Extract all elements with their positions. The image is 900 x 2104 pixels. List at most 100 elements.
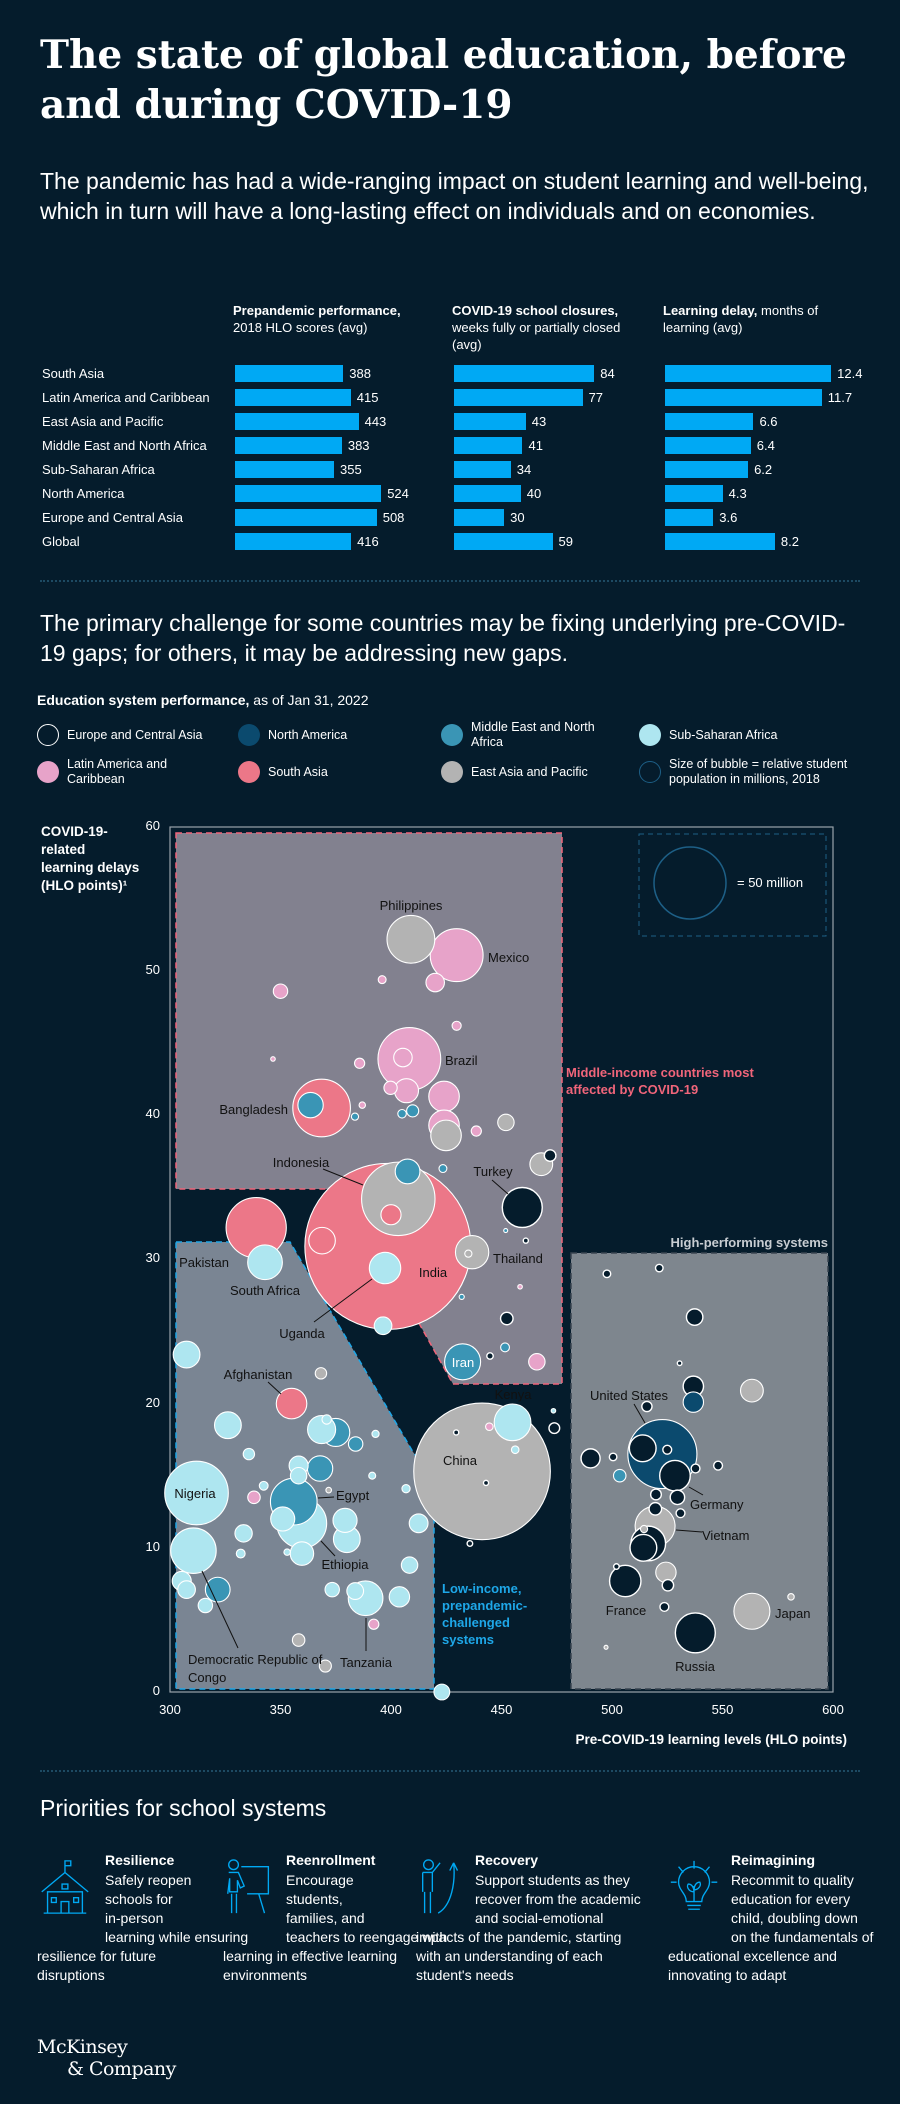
bubble (297, 1091, 324, 1119)
column-header-bold: Learning delay, (663, 303, 758, 318)
legend-label: Europe and Central Asia (67, 727, 203, 742)
legend-swatch-icon (37, 761, 59, 783)
legend-label: Latin America and Caribbean (67, 757, 168, 786)
bubble (639, 1524, 649, 1534)
bubble (377, 975, 387, 985)
priority-text-line: recover from the academic (475, 1891, 641, 1907)
bubble (433, 1683, 451, 1701)
bar (454, 461, 511, 478)
bubble (485, 1422, 494, 1431)
legend-swatch-icon (639, 761, 661, 783)
x-tick-label: 500 (601, 1702, 623, 1717)
bubble (603, 1644, 609, 1650)
leader-line (267, 1381, 282, 1395)
priority-text-line: educational excellence and (668, 1948, 837, 1964)
bubble (499, 1311, 514, 1326)
column-header-rest: 2018 HLO scores (avg) (233, 320, 368, 335)
page-title: The state of global education, before an… (40, 32, 847, 128)
bubble (493, 1403, 532, 1442)
bar-value: 41 (528, 438, 543, 453)
bar-value: 6.4 (756, 438, 775, 453)
bubble (393, 1078, 420, 1104)
legend-item: Europe and Central Asia (37, 720, 222, 750)
bar-value: 59 (558, 534, 573, 549)
y-tick-label: 0 (152, 1683, 160, 1698)
bubble (602, 1269, 612, 1279)
leader-line (675, 1529, 703, 1533)
zone-label-middle-income: Middle-income countries most affected by… (566, 1065, 754, 1097)
bubble (676, 1360, 683, 1367)
y-axis-label: COVID-19-related learning delays (HLO po… (41, 824, 140, 893)
legend-item: Size of bubble = relative student popula… (639, 757, 869, 787)
logo-line2: & Company (67, 2058, 176, 2080)
x-tick-label: 550 (711, 1702, 734, 1717)
plot-frame (169, 826, 834, 1693)
bubble (608, 1452, 618, 1462)
bubble (235, 1548, 246, 1559)
legend-item: South Asia (238, 757, 423, 787)
bubble (470, 1125, 482, 1137)
bubble (172, 1340, 201, 1369)
mckinsey-logo: McKinsey & Company (37, 2036, 176, 2080)
legend-label: South Asia (268, 764, 328, 779)
priority-text-line: students, (286, 1891, 343, 1907)
bubble (659, 1601, 670, 1613)
legend-item: Latin America and Caribbean (37, 757, 222, 787)
bubble (685, 1308, 704, 1326)
country-label: Turkey (473, 1164, 513, 1179)
priorities-title: Priorities for school systems (40, 1795, 327, 1821)
bubble (177, 1580, 196, 1599)
bubble (517, 1283, 523, 1290)
bar-value: 388 (349, 366, 371, 381)
legend-item: Sub-Saharan Africa (639, 720, 869, 750)
bubble (458, 1293, 465, 1300)
leader-line (313, 1278, 373, 1323)
bar (454, 389, 583, 406)
bubble (548, 1422, 561, 1435)
x-tick-label: 400 (380, 1702, 402, 1717)
bubble (371, 1429, 380, 1439)
leader-line (317, 1496, 335, 1499)
priority-text-line: families, and (286, 1910, 365, 1926)
bubble (408, 1513, 429, 1534)
bar-value: 508 (382, 510, 405, 525)
bubble (654, 1263, 664, 1273)
bubble (308, 1226, 336, 1255)
priority-text-line: on the fundamentals of (731, 1929, 874, 1945)
country-label: South Africa (229, 1283, 301, 1298)
bubble (629, 1533, 658, 1562)
bar-value: 12.4 (837, 366, 863, 381)
bubble (648, 1501, 663, 1516)
divider (40, 1770, 860, 1772)
school-icon (41, 1860, 89, 1914)
x-tick-label: 600 (822, 1702, 844, 1717)
bubble (275, 1387, 308, 1420)
bar-value: 6.6 (759, 414, 778, 429)
bar (235, 461, 335, 478)
leader-line (491, 1179, 509, 1195)
bar-value: 77 (588, 390, 604, 405)
country-label: Russia (675, 1659, 715, 1674)
bubble (675, 1508, 686, 1519)
country-label: Japan (775, 1606, 811, 1621)
bubble (608, 1564, 642, 1598)
bubble (368, 1618, 380, 1630)
priority-text-line: Encourage (286, 1872, 354, 1888)
chart-title: Education system performance, as of Jan … (37, 692, 369, 708)
bubble (649, 1488, 663, 1501)
legend-label: East Asia and Pacific (471, 764, 588, 779)
legend-swatch-icon (238, 724, 260, 746)
column-header-rest: months of learning (avg) (663, 303, 819, 335)
leader-line (322, 1168, 364, 1186)
y-tick-label: 60 (145, 817, 160, 833)
x-axis-label: Pre-COVID-19 learning levels (HLO points… (575, 1732, 847, 1747)
teacher-board-icon (227, 1859, 270, 1914)
priority-text-line: learning in effective learning (223, 1948, 398, 1964)
bubble (270, 1056, 276, 1062)
legend-label: Sub-Saharan Africa (669, 727, 778, 742)
legend-swatch-icon (37, 724, 59, 746)
column-header: Prepandemic performance, 2018 HLO scores… (233, 302, 433, 336)
legend-swatch-icon (238, 761, 260, 783)
country-label: Nigeria (174, 1486, 216, 1501)
x-tick-label: 300 (159, 1702, 181, 1717)
